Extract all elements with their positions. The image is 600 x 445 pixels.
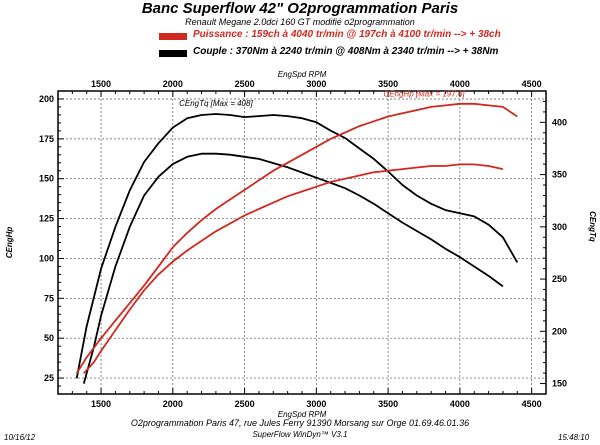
- x-tick-label-top: 2000: [163, 79, 183, 89]
- legend-entry-torque: Couple : 370Nm à 2240 tr/min @ 408Nm à 2…: [193, 46, 499, 57]
- legend-swatch-torque: [159, 50, 187, 57]
- series-line-2: [82, 152, 504, 384]
- legend-entry-power: Puissance : 159ch à 4040 tr/min @ 197ch …: [193, 29, 501, 40]
- x-tick-label: 4500: [522, 399, 542, 409]
- chart-subtitle: Renault Megane 2.0dci 160 GT modifié o2p…: [185, 17, 415, 27]
- footer-date: 10/16/12: [4, 433, 36, 442]
- y-left-tick-label: 50: [44, 333, 54, 343]
- series-lines: [75, 102, 519, 384]
- y-left-tick-label: 200: [39, 94, 54, 104]
- y-right-tick-label: 200: [552, 326, 567, 336]
- y-left-axis-title: CEngHp: [5, 227, 14, 259]
- series-line-4: [83, 163, 504, 374]
- y-right-tick-label: 150: [552, 379, 567, 389]
- x-axis-title-top: EngSpd RPM: [278, 70, 327, 79]
- annotation-1: CEngTq [Max = 408]: [179, 99, 253, 108]
- x-tick-label-top: 4500: [522, 79, 542, 89]
- y-right-tick-label: 250: [552, 274, 567, 284]
- x-tick-label: 3500: [378, 399, 398, 409]
- footer-time: 15:48:10: [558, 433, 590, 442]
- x-tick-label: 1500: [91, 399, 111, 409]
- x-tick-label: 2500: [235, 399, 255, 409]
- x-tick-label-top: 2500: [235, 79, 255, 89]
- plot-frame: [57, 90, 547, 395]
- axis-ticks: [57, 90, 547, 394]
- axis-labels: 1500 1500 2000 2000 2500 2500 3000 3000 3500 3500…: [5, 70, 597, 419]
- chart-title: Banc Superflow 42" O2programmation Paris: [141, 0, 459, 17]
- series-line-1: [75, 113, 519, 379]
- y-right-tick-label: 300: [552, 222, 567, 232]
- grid-lines: [58, 91, 546, 394]
- x-tick-label-top: 3000: [306, 79, 326, 89]
- x-tick-label-top: 1500: [91, 79, 111, 89]
- series-line-3: [75, 102, 518, 374]
- x-tick-label-top: 3500: [378, 79, 398, 89]
- y-right-tick-label: 400: [552, 117, 567, 127]
- x-tick-label: 2000: [163, 399, 183, 409]
- footer-address: O2programmation Paris 47, rue Jules Ferr…: [130, 418, 470, 428]
- y-left-tick-label: 75: [44, 293, 54, 303]
- x-tick-label-top: 4000: [450, 79, 470, 89]
- x-tick-label: 3000: [306, 399, 326, 409]
- legend-swatch-power: [159, 33, 187, 40]
- y-left-tick-label: 150: [39, 174, 54, 184]
- y-right-axis-title: CEngTq: [588, 211, 597, 242]
- x-tick-label: 4000: [450, 399, 470, 409]
- y-right-tick-label: 350: [552, 170, 567, 180]
- footer-software: SuperFlow WinDyn™ V3.1: [252, 430, 348, 439]
- y-left-tick-label: 125: [39, 214, 54, 224]
- annotation-2: CEngHp [Max = 197.0]: [383, 90, 465, 99]
- y-left-tick-label: 175: [39, 134, 54, 144]
- y-left-tick-label: 25: [44, 373, 54, 383]
- y-left-tick-label: 100: [39, 253, 54, 263]
